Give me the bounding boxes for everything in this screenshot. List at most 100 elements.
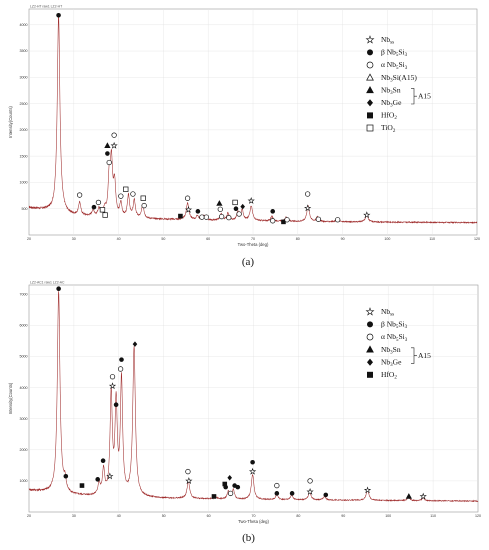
x-tick-label: 30 [72,237,76,241]
legend-symbol-sq-open [366,124,374,132]
x-tick-label: 30 [72,514,76,518]
legend-label: Nb3Ge [381,98,402,109]
phase-marker-sq [79,483,85,488]
legend-label-text: α Nb [381,60,396,69]
legend-symbol-dia [367,99,373,107]
legend-label: Nb3Ge [381,357,402,368]
legend-label-sub: 5 [396,53,399,58]
legend-symbol-star [365,307,375,316]
legend-label: α Nb5Si3 [381,60,408,71]
x-tick-label: 110 [429,237,435,241]
phase-marker-dot [95,477,100,482]
legend-label-text: Nb [381,345,390,354]
legend-label: HfO2 [381,111,397,122]
x-tick-label: 90 [341,237,345,241]
y-tick-label: 2500 [20,102,28,106]
legend-bracket [411,347,417,364]
phase-marker-circle [184,195,191,201]
phase-marker-circle [335,217,341,223]
phase-marker-dot [323,492,329,498]
y-tick-label: 1000 [20,479,28,483]
y-axis-label: Intensity(Counts) [8,106,13,138]
legend-label-text: β Nb [381,320,396,329]
legend-label-suffix: Ge [393,357,402,366]
legend-symbol-sq [367,371,373,378]
y-tick-label: 3500 [20,49,28,53]
chart-panel-b: 20 30 40 50 60 70 80 90 100 110 120 1000 2000 3000 400… [8,281,481,545]
x-tick-label: 40 [117,237,121,241]
phase-marker-star [306,487,314,495]
legend-label-text: Nb [381,85,390,94]
legend-label-text: Nb [381,357,390,366]
x-tick-label: 20 [27,237,31,241]
phase-marker-star [363,211,371,219]
phase-marker-dot [105,151,110,156]
phase-marker-star [110,141,118,149]
phase-marker-sq-open [140,195,146,201]
phase-marker-circle [118,193,124,199]
legend-label-suffix: Si(A15) [393,73,418,82]
phase-marker-star [363,486,372,494]
phase-marker-star [184,205,193,213]
legend-symbol-circle [366,333,374,341]
y-tick-label: 5000 [20,355,28,359]
legend-label-sub2: 3 [405,338,408,343]
y-tick-label: 3000 [20,417,28,421]
legend-group-label: A15 [418,92,431,101]
phase-marker-dot [113,402,119,408]
x-tick-label: 120 [475,514,481,518]
legend-label-text: TiO [381,123,393,132]
x-tick-label: 70 [252,514,256,518]
phase-marker-circle [141,202,147,209]
phase-marker-sq [178,213,183,219]
xrd-pattern-line [28,14,478,225]
phase-marker-circle [130,191,136,197]
y-tick-label: 1500 [20,154,28,158]
phase-marker-circle [217,206,223,212]
phase-marker-circle [203,214,210,220]
phase-marker-circle [106,159,112,166]
phase-marker-sq-open [123,186,129,192]
phase-marker-tri [405,493,412,499]
x-tick-label: 80 [296,237,300,241]
legend-label-text: HfO [381,370,395,379]
x-tick-label: 20 [27,514,31,518]
legend-symbol-circle [366,61,374,69]
y-tick-label: 2000 [20,448,28,452]
legend-symbol-sq [367,112,373,119]
chart-panel-a: 20 30 40 50 60 70 80 90 100 110 120 500 1000 1500 2000… [8,5,480,269]
legend-symbol-tri [366,345,374,353]
x-tick-label: 100 [384,237,390,241]
legend-label: Nb3Sn [381,85,401,96]
phase-marker-circle [111,132,117,138]
phase-marker-star [185,477,193,484]
legend-label-sub: 2 [394,116,397,121]
phase-marker-dot [63,473,69,479]
legend-symbol-tri [366,86,374,94]
legend-label-sub: 3 [390,104,393,109]
phase-marker-star [419,492,427,500]
legend-label-suffix: Si [398,320,404,329]
panel-caption: (b) [242,532,255,544]
phase-marker-circle [307,478,313,484]
y-tick-label: 4000 [20,386,28,390]
phase-marker-star [249,467,257,475]
phase-marker-dot [235,484,241,490]
legend-label-suffix: Si [398,332,404,341]
legend-label-suffix: Si [398,60,404,69]
y-tick-label: 2000 [20,128,28,132]
x-tick-label: 120 [474,237,480,241]
legend-label-suffix: Sn [393,345,401,354]
x-axis-label: Two-Theta (deg) [238,242,269,247]
legend-label-text: Nb [381,98,390,107]
phase-marker-circle [199,214,205,220]
legend-label-text: β Nb [381,48,396,57]
x-tick-label: 40 [117,514,121,518]
legend-label-sub: ss [390,313,394,318]
phase-marker-dot [270,209,276,214]
legend-label-text: HfO [381,111,395,120]
legend-symbol-dot [367,321,373,328]
x-tick-label: 110 [430,514,436,518]
